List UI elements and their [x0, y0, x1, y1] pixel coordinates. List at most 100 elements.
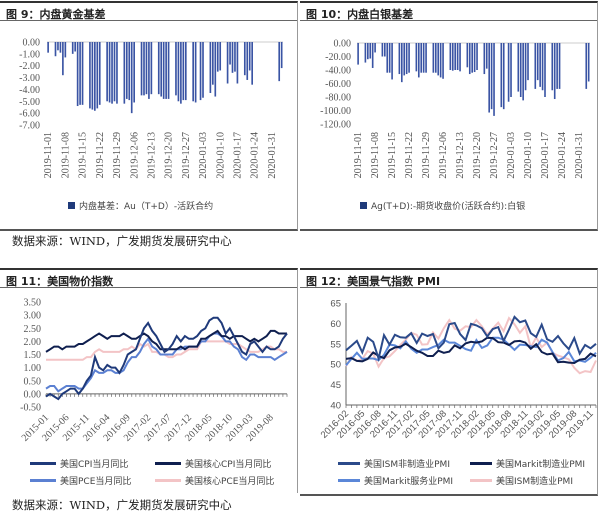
x-tick-label: 2019-11-29 — [421, 132, 432, 178]
x-tick-label: 2020-01-24 — [557, 132, 568, 179]
bar — [76, 42, 79, 107]
bar — [386, 43, 389, 73]
bar — [456, 43, 459, 70]
bar — [403, 43, 406, 76]
bar — [62, 42, 64, 76]
legend-line — [155, 462, 181, 465]
chart-title: 图 9：内盘黄金基差 — [0, 3, 297, 21]
bar — [98, 42, 101, 105]
x-tick-label: 2020-01-17 — [540, 132, 551, 179]
bar — [54, 42, 57, 57]
bar — [415, 43, 418, 72]
series-line — [345, 315, 597, 363]
bar — [216, 42, 219, 72]
bar — [113, 42, 116, 102]
y-tick-label: -100.00 — [320, 106, 351, 117]
bar — [468, 43, 471, 75]
x-tick-label: 2019-11-22 — [404, 132, 415, 178]
bar — [473, 43, 476, 73]
source-note: 数据来源：WIND，广发期货发展研究中心 — [12, 498, 232, 512]
y-tick-label: -80.00 — [325, 93, 351, 104]
chart-title: 图 11：美国物价指数 — [0, 270, 297, 288]
x-tick-label: 2020-01-03 — [506, 132, 517, 179]
x-tick-label: 2019-12-06 — [129, 132, 140, 179]
bar — [483, 43, 486, 75]
y-tick-label: 3.50 — [24, 298, 42, 309]
legend-line — [470, 479, 492, 482]
bar — [388, 43, 391, 73]
bar — [71, 42, 74, 54]
bar — [91, 42, 94, 110]
bar — [194, 42, 197, 103]
series-line — [46, 340, 287, 361]
bar — [111, 42, 113, 104]
bar — [459, 43, 461, 72]
bar — [420, 43, 423, 73]
legend-ism-nonmfg: 美国ISM非制造业PMI — [338, 457, 450, 470]
bar — [219, 42, 222, 71]
legend-pce: 美国PCE当月同比 — [30, 474, 131, 487]
y-tick-label: 2.00 — [24, 337, 42, 348]
bar — [57, 42, 59, 51]
x-tick-label: 2019-11-08 — [60, 132, 71, 178]
legend-line — [338, 462, 360, 465]
bar — [280, 42, 283, 69]
y-tick-label: 2.50 — [24, 324, 42, 335]
legend-label: 内盘基差：Au（T+D）-活跃合约 — [79, 202, 214, 212]
bar — [510, 43, 512, 97]
legend-label: 美国核心PCE当月同比 — [185, 477, 275, 487]
y-tick-label: 0.00 — [23, 38, 41, 49]
bar — [534, 43, 537, 89]
bar — [558, 43, 561, 89]
legend-line — [30, 462, 56, 465]
bar — [422, 43, 425, 73]
x-tick-label: 2019-11-22 — [95, 132, 106, 178]
x-tick-label: 2020-01-31 — [267, 132, 278, 179]
bar — [202, 42, 204, 98]
bar — [182, 42, 185, 101]
bar — [502, 43, 505, 110]
bar — [251, 42, 253, 85]
bar — [116, 42, 118, 104]
bar — [488, 43, 490, 113]
bar — [367, 43, 369, 60]
bar — [167, 42, 170, 99]
bar — [81, 42, 84, 105]
y-tick-label: -3.00 — [19, 73, 40, 84]
x-tick-label: 2019-11-01 — [353, 132, 364, 178]
bar — [556, 43, 558, 89]
bar — [130, 42, 133, 114]
panel-us-price-index: 图 11：美国物价指数 — [0, 268, 298, 493]
bar — [500, 43, 503, 108]
panel-us-pmi: 图 12：美国景气指数 PMI — [300, 268, 598, 496]
legend-core-pce: 美国核心PCE当月同比 — [155, 474, 274, 487]
x-tick-label: 2020-01-10 — [523, 132, 534, 179]
bar — [145, 42, 148, 95]
bar — [148, 42, 150, 99]
x-tick-label: 2019-11-01 — [43, 132, 54, 178]
y-tick-label: 0.00 — [24, 389, 42, 400]
bar — [434, 43, 437, 73]
bar — [544, 43, 546, 97]
y-tick-label: 45 — [330, 380, 341, 391]
bar — [369, 43, 372, 59]
bar — [180, 42, 182, 104]
bar — [140, 42, 143, 96]
bar — [507, 43, 510, 102]
bar — [485, 43, 488, 69]
bar — [59, 42, 62, 53]
bar — [243, 42, 246, 76]
x-tick-label: 2019-12-20 — [472, 132, 483, 179]
bar — [425, 43, 427, 73]
bar — [541, 43, 544, 91]
bar — [553, 43, 556, 100]
bar — [236, 42, 239, 84]
bar — [398, 43, 401, 75]
bar — [229, 42, 231, 65]
x-tick-label: 2020-01-10 — [215, 132, 226, 179]
bar — [454, 43, 457, 70]
x-tick-label: 2019-12-27 — [489, 132, 500, 179]
chart-title: 图 12：美国景气指数 PMI — [300, 270, 597, 288]
x-tick-label: 2019-11-15 — [387, 132, 398, 178]
legend-cpi: 美国CPI当月同比 — [30, 457, 128, 470]
